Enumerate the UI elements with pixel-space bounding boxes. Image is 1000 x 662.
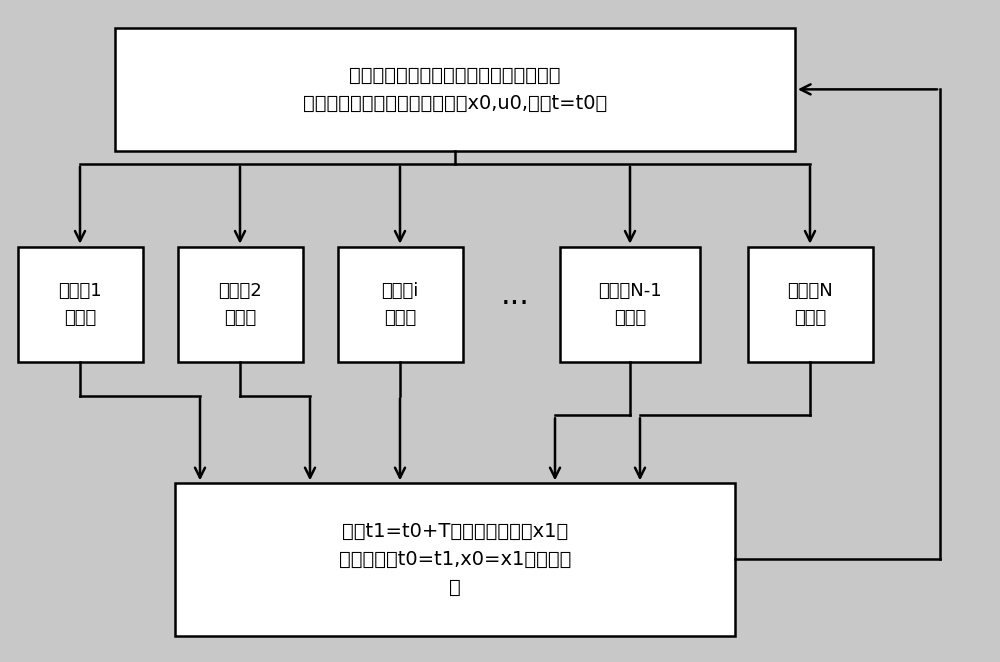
Bar (338, 247, 462, 363)
Bar (560, 247, 700, 363)
Text: ···: ··· (501, 290, 529, 319)
Text: 计算第2
个路段: 计算第2 个路段 (218, 282, 262, 327)
Bar (18, 247, 143, 363)
Text: 计算第N-1
个路段: 计算第N-1 个路段 (598, 282, 662, 327)
Text: 生成t1=t0+T时刻的状态向量x1，
存储，并令t0=t1,x0=x1，改写初
值: 生成t1=t0+T时刻的状态向量x1， 存储，并令t0=t1,x0=x1，改写初… (339, 522, 571, 597)
Text: 按照路段设定初始速度、密度、控制输入
（初始状态向量和控制输入向量x0,u0,对应t=t0）: 按照路段设定初始速度、密度、控制输入 （初始状态向量和控制输入向量x0,u0,对… (303, 66, 607, 113)
Text: 计算第i
个路段: 计算第i 个路段 (381, 282, 419, 327)
Bar (175, 483, 735, 636)
Text: 计算第N
个路段: 计算第N 个路段 (787, 282, 833, 327)
Bar (178, 247, 302, 363)
Bar (748, 247, 872, 363)
Bar (115, 28, 795, 151)
Text: 计算第1
个路段: 计算第1 个路段 (58, 282, 102, 327)
